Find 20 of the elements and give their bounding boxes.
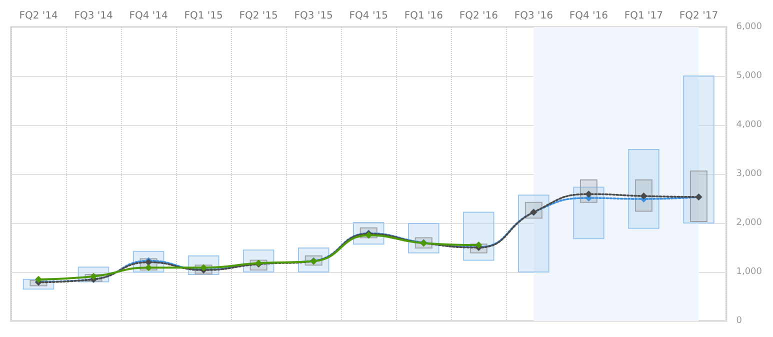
x-tick-label: FQ4 '15 xyxy=(349,10,388,22)
x-tick-label: FQ2 '15 xyxy=(239,10,278,22)
x-tick-label: FQ2 '16 xyxy=(459,10,498,22)
x-tick-label: FQ3 '15 xyxy=(294,10,333,22)
x-tick-label: FQ2 '17 xyxy=(679,10,718,22)
y-tick-label: 4,000 xyxy=(736,120,762,130)
y-tick-label: 3,000 xyxy=(736,169,762,179)
x-tick-label: FQ4 '16 xyxy=(569,10,608,22)
x-tick-label: FQ2 '14 xyxy=(19,10,58,22)
x-tick-label: FQ3 '16 xyxy=(514,10,553,22)
x-tick-label: FQ4 '14 xyxy=(129,10,168,22)
x-tick-label: FQ1 '16 xyxy=(404,10,443,22)
y-tick-label: 1,000 xyxy=(736,267,762,277)
y-tick-label: 5,000 xyxy=(736,71,762,81)
x-tick-label: FQ3 '14 xyxy=(74,10,113,22)
x-tick-label: FQ1 '15 xyxy=(184,10,223,22)
y-tick-label: 6,000 xyxy=(736,22,762,32)
y-tick-label: 0 xyxy=(736,316,742,326)
x-tick-label: FQ1 '17 xyxy=(624,10,664,22)
y-tick-label: 2,000 xyxy=(736,218,762,228)
